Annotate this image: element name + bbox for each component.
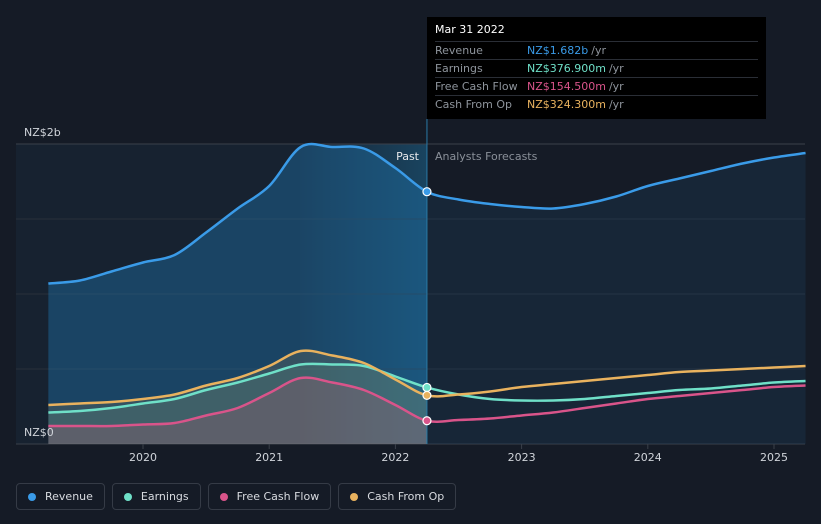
- x-tick-label: 2021: [255, 451, 283, 464]
- x-tick-label: 2020: [129, 451, 157, 464]
- legend-label: Revenue: [45, 490, 93, 503]
- x-axis: 2020 2021 2022 2023 2024 2025: [129, 444, 788, 464]
- series-fill: [48, 350, 427, 444]
- x-tick-label: 2025: [760, 451, 788, 464]
- tooltip-row-free-cash-flow: Free Cash Flow NZ$154.500m /yr: [435, 77, 758, 95]
- legend-item-free-cash-flow[interactable]: Free Cash Flow: [207, 483, 332, 510]
- tooltip-label: Free Cash Flow: [435, 80, 518, 93]
- series-markers: [422, 187, 432, 426]
- legend: Revenue Earnings Free Cash Flow Cash Fro…: [16, 483, 457, 510]
- data-point-marker: [422, 390, 432, 400]
- legend-label: Earnings: [140, 490, 189, 503]
- x-tick-label: 2024: [634, 451, 662, 464]
- tooltip-value: NZ$1.682b: [527, 44, 589, 57]
- y-tick-label-top: NZ$2b: [24, 126, 61, 139]
- series-fill: [48, 144, 427, 444]
- legend-dot-icon: [350, 492, 359, 501]
- tooltip-row-revenue: Revenue NZ$1.682b /yr: [435, 41, 758, 59]
- data-point-marker: [422, 416, 432, 426]
- legend-item-cash-from-op[interactable]: Cash From Op: [338, 483, 457, 510]
- tooltip-unit: /yr: [608, 80, 624, 93]
- tooltip-value: NZ$154.500m: [527, 80, 606, 93]
- tooltip-label: Revenue: [435, 44, 483, 57]
- past-label: Past: [396, 150, 420, 163]
- legend-item-revenue[interactable]: Revenue: [16, 483, 105, 510]
- tooltip-unit: /yr: [608, 98, 624, 111]
- tooltip-date: Mar 31 2022: [435, 23, 505, 36]
- tooltip-row-cash-from-op: Cash From Op NZ$324.300m /yr: [435, 95, 758, 113]
- legend-dot-icon: [219, 492, 228, 501]
- legend-dot-icon: [28, 492, 36, 501]
- legend-label: Cash From Op: [367, 490, 445, 503]
- tooltip: Mar 31 2022 Revenue NZ$1.682b /yr Earnin…: [427, 17, 766, 119]
- series-fill: [48, 377, 427, 444]
- tooltip-value: NZ$376.900m: [527, 62, 606, 75]
- x-tick-label: 2022: [381, 451, 409, 464]
- tooltip-row-earnings: Earnings NZ$376.900m /yr: [435, 59, 758, 77]
- tooltip-label: Earnings: [435, 62, 483, 75]
- legend-item-earnings[interactable]: Earnings: [111, 483, 201, 510]
- legend-dot-icon: [123, 492, 132, 501]
- tooltip-unit: /yr: [608, 62, 624, 75]
- gridlines: [16, 143, 805, 445]
- tooltip-label: Cash From Op: [435, 98, 513, 111]
- forecast-label: Analysts Forecasts: [435, 150, 538, 163]
- tooltip-value: NZ$324.300m: [527, 98, 606, 111]
- data-point-marker: [422, 382, 432, 393]
- legend-label: Free Cash Flow: [236, 490, 320, 503]
- y-tick-label-bottom: NZ$0: [24, 426, 54, 439]
- data-point-marker: [422, 187, 432, 197]
- x-tick-label: 2023: [508, 451, 536, 464]
- tooltip-unit: /yr: [591, 44, 606, 57]
